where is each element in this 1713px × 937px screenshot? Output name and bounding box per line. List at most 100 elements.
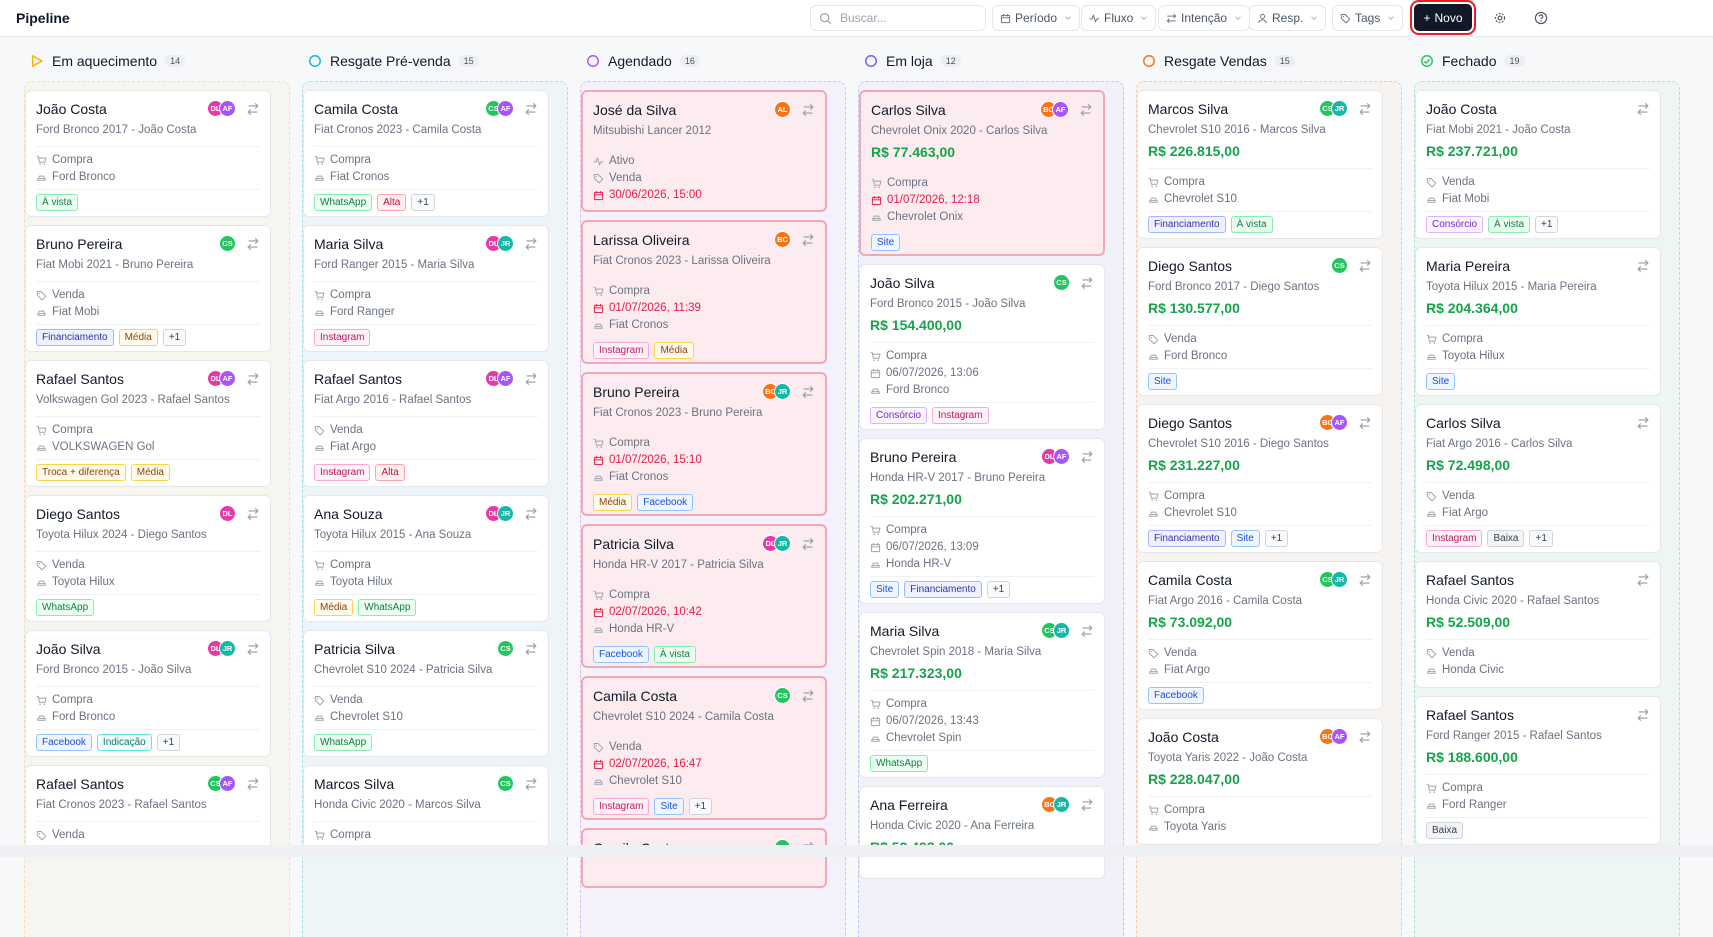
tag-badge[interactable]: Instagram — [932, 407, 989, 424]
lead-card[interactable]: Carlos Silva Chevrolet Onix 2020 - Carlos… — [859, 90, 1105, 256]
avatar[interactable]: BC — [774, 231, 791, 248]
settings-button[interactable] — [1490, 8, 1510, 28]
avatar[interactable]: AF — [219, 775, 236, 792]
lead-card[interactable]: Camila Costa Fiat Cronos 2023 - Camila Co… — [303, 90, 549, 217]
tag-badge[interactable]: Alta — [375, 464, 405, 481]
avatar[interactable]: AF — [1053, 448, 1070, 465]
transfer-icon[interactable] — [246, 237, 260, 251]
tag-badge[interactable]: Facebook — [593, 646, 649, 663]
tag-badge[interactable]: Financiamento — [36, 329, 114, 346]
transfer-icon[interactable] — [1636, 102, 1650, 116]
avatar[interactable]: JR — [1053, 796, 1070, 813]
avatar[interactable]: CS — [497, 640, 514, 657]
lead-card[interactable]: Rafael Santos Ford Ranger 2015 - Rafael S… — [1415, 696, 1661, 845]
avatar[interactable]: JR — [1053, 622, 1070, 639]
transfer-icon[interactable] — [1636, 573, 1650, 587]
lead-card[interactable]: João Silva Ford Bronco 2015 - João Silva R… — [859, 264, 1105, 430]
tag-badge[interactable]: Financiamento — [1148, 216, 1226, 233]
transfer-icon[interactable] — [801, 385, 815, 399]
lead-card[interactable]: Diego Santos Ford Bronco 2017 - Diego San… — [1137, 247, 1383, 396]
lead-card[interactable]: José da Silva Mitsubishi Lancer 2012 AL Ati… — [581, 90, 827, 212]
tag-badge[interactable]: +1 — [162, 329, 187, 346]
tag-badge[interactable]: Instagram — [314, 464, 371, 481]
tag-badge[interactable]: Site — [870, 581, 900, 598]
lead-card[interactable]: João Costa Toyota Yaris 2022 - João Costa… — [1137, 718, 1383, 845]
avatar[interactable]: JR — [497, 235, 514, 252]
tag-badge[interactable]: Consórcio — [1426, 216, 1484, 233]
tag-badge[interactable]: WhatsApp — [870, 755, 929, 772]
avatar[interactable]: AF — [1052, 101, 1069, 118]
avatar[interactable]: CS — [774, 687, 791, 704]
tag-badge[interactable]: +1 — [156, 734, 181, 751]
tag-badge[interactable]: Baixa — [1426, 822, 1464, 839]
transfer-icon[interactable] — [1358, 416, 1372, 430]
transfer-icon[interactable] — [1636, 416, 1650, 430]
tag-badge[interactable]: Alta — [377, 194, 407, 211]
tag-badge[interactable]: Site — [1230, 530, 1260, 547]
tag-badge[interactable]: Média — [593, 494, 633, 511]
tag-badge[interactable]: Consórcio — [870, 407, 928, 424]
lead-card[interactable]: Larissa Oliveira Fiat Cronos 2023 - Laris… — [581, 220, 827, 364]
lead-card[interactable]: Rafael Santos Honda Civic 2020 - Rafael S… — [1415, 561, 1661, 688]
avatar[interactable]: DL — [219, 505, 236, 522]
lead-card[interactable]: Diego Santos Chevrolet S10 2016 - Diego S… — [1137, 404, 1383, 553]
filter-perodo-button[interactable]: Período — [992, 5, 1081, 31]
transfer-icon[interactable] — [524, 507, 538, 521]
tag-badge[interactable]: Média — [654, 342, 694, 359]
avatar[interactable]: JR — [1331, 571, 1348, 588]
tag-badge[interactable]: Média — [314, 599, 354, 616]
lead-card[interactable]: Camila Costa Chevrolet S10 2024 - Camila … — [581, 676, 827, 820]
transfer-icon[interactable] — [246, 372, 260, 386]
horizontal-scrollbar[interactable] — [0, 845, 1713, 857]
transfer-icon[interactable] — [1636, 259, 1650, 273]
lead-card[interactable]: Diego Santos Toyota Hilux 2024 - Diego Sa… — [25, 495, 271, 622]
tag-badge[interactable]: Instagram — [314, 329, 371, 346]
lead-card[interactable]: Maria Pereira Toyota Hilux 2015 - Maria P… — [1415, 247, 1661, 396]
tag-badge[interactable]: Baixa — [1487, 530, 1525, 547]
transfer-icon[interactable] — [1079, 103, 1093, 117]
lead-card[interactable]: Bruno Pereira Honda HR-V 2017 - Bruno Per… — [859, 438, 1105, 604]
tag-badge[interactable]: WhatsApp — [314, 734, 373, 751]
avatar[interactable]: JR — [497, 505, 514, 522]
transfer-icon[interactable] — [1080, 798, 1094, 812]
tag-badge[interactable]: WhatsApp — [358, 599, 417, 616]
lead-card[interactable]: Rafael Santos Fiat Cronos 2023 - Rafael S… — [25, 765, 271, 853]
avatar[interactable]: CS — [497, 775, 514, 792]
tag-badge[interactable]: Facebook — [1148, 687, 1204, 704]
tag-badge[interactable]: Site — [1148, 373, 1178, 390]
transfer-icon[interactable] — [1080, 276, 1094, 290]
tag-badge[interactable]: WhatsApp — [314, 194, 373, 211]
avatar[interactable]: CS — [1331, 257, 1348, 274]
filter-fluxo-button[interactable]: Fluxo — [1081, 5, 1157, 31]
avatar[interactable]: AF — [219, 100, 236, 117]
lead-card[interactable]: Bruno Pereira Fiat Mobi 2021 - Bruno Pere… — [25, 225, 271, 352]
lead-card[interactable]: Bruno Pereira Fiat Cronos 2023 - Bruno Pe… — [581, 372, 827, 516]
lead-card[interactable]: Maria Silva Chevrolet Spin 2018 - Maria S… — [859, 612, 1105, 778]
tag-badge[interactable]: Troca + diferença — [36, 464, 126, 481]
lead-card[interactable]: Rafael Santos Volkswagen Gol 2023 - Rafae… — [25, 360, 271, 487]
help-button[interactable] — [1531, 8, 1551, 28]
lead-card[interactable]: João Costa Fiat Mobi 2021 - João Costa R$ … — [1415, 90, 1661, 239]
tag-badge[interactable]: Facebook — [36, 734, 92, 751]
transfer-icon[interactable] — [801, 537, 815, 551]
lead-card[interactable]: Patricia Silva Honda HR-V 2017 - Patricia… — [581, 524, 827, 668]
transfer-icon[interactable] — [1358, 730, 1372, 744]
lead-card[interactable]: Patricia Silva Chevrolet S10 2024 - Patri… — [303, 630, 549, 757]
avatar[interactable]: CS — [1053, 274, 1070, 291]
avatar[interactable]: AF — [1331, 728, 1348, 745]
lead-card[interactable]: João Costa Ford Bronco 2017 - João Costa D… — [25, 90, 271, 217]
lead-card[interactable]: João Silva Ford Bronco 2015 - João Silva D… — [25, 630, 271, 757]
transfer-icon[interactable] — [246, 507, 260, 521]
lead-card[interactable]: Marcos Silva Chevrolet S10 2016 - Marcos … — [1137, 90, 1383, 239]
avatar[interactable]: CS — [219, 235, 236, 252]
tag-badge[interactable]: Financiamento — [904, 581, 982, 598]
tag-badge[interactable]: À vista — [36, 194, 79, 211]
lead-card[interactable]: Carlos Silva Fiat Argo 2016 - Carlos Silv… — [1415, 404, 1661, 553]
filter-tags-button[interactable]: Tags — [1332, 5, 1404, 31]
tag-badge[interactable]: Instagram — [593, 342, 650, 359]
transfer-icon[interactable] — [801, 233, 815, 247]
transfer-icon[interactable] — [524, 642, 538, 656]
tag-badge[interactable]: +1 — [411, 194, 435, 211]
new-button[interactable]: + Novo — [1410, 0, 1476, 35]
